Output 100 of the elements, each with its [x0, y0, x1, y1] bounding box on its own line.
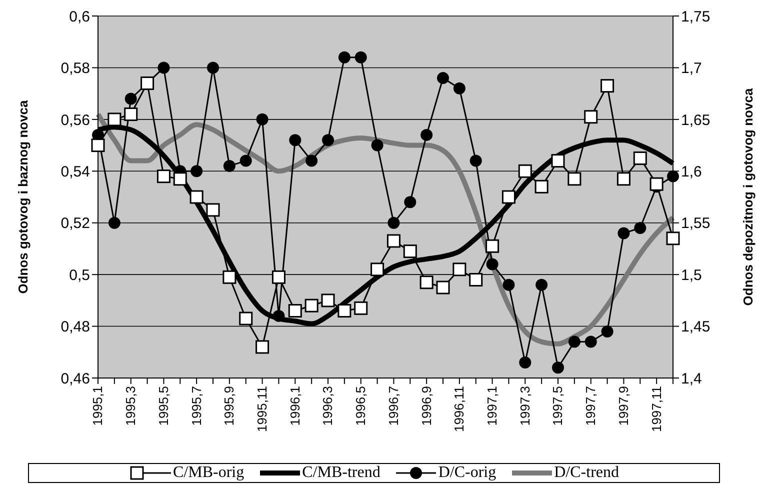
y-tick-label: 0,5 — [69, 266, 90, 284]
y-tick-label: 0,46 — [60, 370, 90, 388]
x-tick-label: 1996,5 — [353, 386, 368, 426]
point — [207, 62, 219, 74]
x-tick-label: 1995,9 — [222, 386, 237, 426]
point — [634, 222, 646, 234]
point — [158, 62, 170, 74]
x-tick-label: 1995,7 — [188, 386, 204, 426]
point — [354, 51, 367, 64]
y2-tick-label: 1,55 — [681, 215, 710, 232]
point — [321, 294, 335, 308]
point — [436, 280, 450, 294]
point — [486, 239, 500, 253]
point — [223, 160, 236, 172]
y-tick-label: 0,52 — [60, 215, 90, 232]
point — [91, 138, 105, 152]
point — [338, 304, 352, 318]
point — [240, 154, 252, 167]
y2-tick-label: 1,7 — [681, 60, 702, 78]
point — [666, 232, 680, 246]
x-tick-label: 1995,11 — [254, 386, 270, 432]
x-tick-label: 1997,1 — [484, 386, 500, 426]
x-tick-label: 1996,3 — [320, 386, 336, 426]
x-tick-label: 1996,1 — [287, 386, 302, 426]
point — [568, 336, 580, 348]
y2-tick-label: 1,6 — [681, 163, 702, 180]
point — [600, 79, 614, 93]
y-tick-label: 0,54 — [60, 163, 90, 180]
legend-label: D/C-orig — [438, 464, 496, 482]
point — [502, 278, 515, 291]
point — [667, 170, 679, 182]
point — [453, 82, 466, 94]
x-tick-label: 1995,5 — [156, 386, 171, 426]
point — [156, 170, 170, 184]
point — [420, 128, 433, 141]
point — [272, 270, 286, 284]
point — [124, 108, 138, 122]
point — [239, 312, 253, 326]
x-tick-label: 1995,3 — [123, 386, 138, 426]
point — [452, 262, 466, 276]
point — [272, 310, 285, 322]
point — [536, 278, 548, 291]
point — [190, 190, 204, 204]
legend-label: D/C-trend — [554, 464, 619, 482]
x-tick-label: 1997,7 — [583, 386, 598, 426]
point — [338, 51, 350, 64]
point — [304, 298, 318, 312]
point — [486, 258, 498, 270]
x-tick-label: 1995,1 — [90, 386, 106, 426]
y2-tick-label: 1,45 — [681, 318, 710, 336]
point — [404, 196, 416, 208]
point — [206, 203, 220, 217]
y2-tick-label: 1,75 — [681, 8, 710, 26]
point — [584, 110, 598, 124]
point — [552, 362, 564, 374]
y-tick-label: 0,58 — [60, 60, 90, 78]
y2-tick-label: 1,4 — [681, 370, 702, 388]
y-tick-label: 0,48 — [60, 318, 90, 336]
point — [371, 139, 384, 152]
point — [470, 154, 482, 167]
point — [173, 172, 187, 186]
point — [386, 234, 400, 248]
x-tick-label: 1996,7 — [386, 386, 401, 426]
point — [190, 165, 203, 178]
y2-tick-label: 1,5 — [681, 266, 702, 284]
point — [108, 112, 122, 126]
point — [420, 276, 434, 290]
point — [469, 272, 483, 286]
x-tick-label: 1997,9 — [616, 386, 631, 426]
x-tick-label: 1997,5 — [550, 386, 566, 426]
point — [322, 134, 334, 146]
point — [633, 151, 647, 165]
point — [288, 304, 302, 318]
y-axis-title: Odnos gotovog i baznog novca — [16, 99, 31, 294]
point — [124, 92, 137, 105]
x-tick-label: 1997,3 — [517, 386, 532, 426]
legend-label: C/MB-trend — [302, 464, 380, 482]
point — [518, 164, 532, 178]
point — [551, 154, 565, 168]
point — [650, 177, 664, 191]
point — [568, 172, 582, 186]
point — [108, 216, 120, 229]
point — [601, 325, 614, 338]
legend-label: C/MB-orig — [173, 464, 244, 482]
point — [502, 190, 516, 204]
y-tick-label: 0,56 — [60, 112, 90, 129]
point — [388, 216, 400, 229]
x-tick-label: 1997,11 — [648, 386, 664, 432]
point — [618, 227, 630, 240]
y-tick-label: 0,6 — [69, 8, 90, 26]
point — [519, 356, 532, 368]
point — [256, 340, 270, 354]
point — [289, 134, 302, 146]
point — [256, 113, 268, 126]
y2-tick-label: 1,65 — [681, 112, 710, 129]
point — [370, 262, 384, 276]
point — [403, 244, 417, 258]
point — [584, 336, 597, 348]
point — [534, 180, 548, 194]
point — [306, 154, 318, 167]
